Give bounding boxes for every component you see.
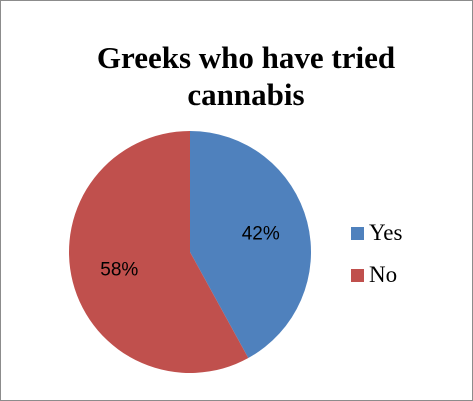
legend-item-no: No bbox=[351, 254, 466, 296]
legend: Yes No bbox=[351, 212, 466, 296]
legend-label-yes: Yes bbox=[369, 220, 403, 245]
pie-slice-yes bbox=[190, 131, 311, 359]
legend-label-no: No bbox=[369, 262, 398, 287]
legend-swatch-yes bbox=[351, 226, 364, 240]
pie-slice-no bbox=[68, 131, 249, 373]
data-label-yes: 42% bbox=[242, 223, 280, 244]
legend-swatch-no bbox=[351, 268, 364, 282]
legend-item-yes: Yes bbox=[351, 212, 466, 254]
chart-title: Greeks who have tried cannabis bbox=[96, 40, 396, 112]
pie-labels: 42% 58% bbox=[100, 223, 280, 280]
data-label-no: 58% bbox=[100, 260, 138, 281]
pie-slices bbox=[68, 131, 311, 373]
